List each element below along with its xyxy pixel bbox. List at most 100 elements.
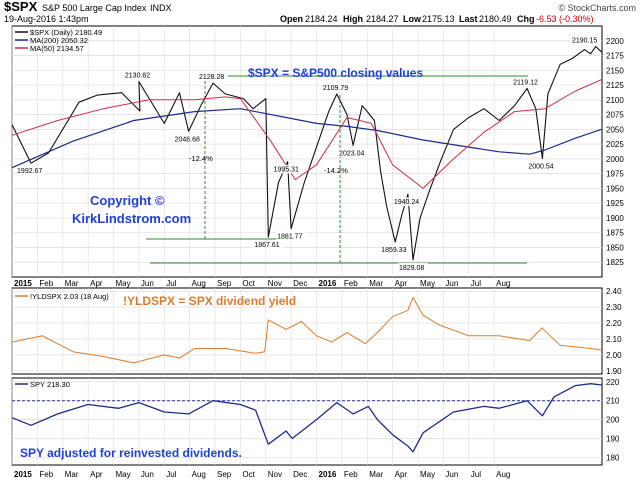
x-tick-label: Oct: [242, 279, 255, 288]
x-tick-label: Mar: [369, 470, 383, 479]
stockcharts-watermark: © StockCharts.com: [558, 3, 636, 13]
y-tick-label: 1950: [606, 184, 624, 193]
x-tick-label: Dec: [293, 279, 307, 288]
price-label-bg: [123, 70, 154, 80]
price-label-bg: [380, 244, 411, 254]
x-tick-label: Dec: [293, 470, 307, 479]
copyright-line-1: Copyright ©: [90, 193, 165, 208]
price-label: 1940.24: [394, 199, 419, 206]
series-line-spy: [11, 383, 603, 453]
y-tick-label: 2.00: [606, 351, 622, 360]
price-label: 1995.31: [274, 167, 299, 174]
series-line-yield: [11, 297, 603, 364]
price-label: 2128.28: [199, 74, 224, 81]
price-label: 2000.54: [528, 164, 553, 171]
price-label-bg: [16, 166, 47, 176]
x-tick-label: Jun: [445, 470, 458, 479]
y-tick-label: 2175: [606, 52, 624, 61]
x-tick-label: 2016: [319, 279, 337, 288]
x-tick-label: 2015: [14, 279, 32, 288]
y-tick-label: 2200: [606, 37, 624, 46]
open-label: Open: [280, 14, 303, 24]
x-tick-label: Apr: [90, 470, 103, 479]
price-label-bg: [272, 164, 303, 174]
x-tick-label: Jul: [471, 470, 481, 479]
y-tick-label: 1875: [606, 229, 624, 238]
chg-value: -6.53 (-0.30%): [536, 14, 594, 24]
y-tick-label: 2050: [606, 125, 624, 134]
drop-label-1: -12.4%: [189, 154, 213, 163]
x-tick-label: Jul: [471, 279, 481, 288]
y-tick-label: 2000: [606, 155, 624, 164]
high-value: 2184.27: [366, 14, 399, 24]
yield-caption: !YLDSPX = SPX dividend yield: [123, 294, 296, 308]
y-tick-label: 2.40: [606, 287, 622, 296]
price-label: 2109.79: [323, 85, 348, 92]
x-tick-label: Aug: [496, 279, 510, 288]
y-tick-label: 2.30: [606, 303, 622, 312]
price-label: 2023.04: [339, 150, 364, 157]
x-tick-label: Aug: [496, 470, 510, 479]
x-tick-label: Apr: [395, 279, 408, 288]
price-label-bg: [321, 83, 352, 93]
y-tick-label: 2100: [606, 96, 624, 105]
y-tick-label: 2.10: [606, 335, 622, 344]
legend-ma200: MA(200) 2050.32: [30, 36, 88, 45]
price-label: 1867.61: [254, 242, 279, 249]
high-label: High: [343, 14, 363, 24]
y-tick-label: 2150: [606, 66, 624, 75]
x-tick-label: Jul: [166, 279, 176, 288]
last-value: 2180.49: [479, 14, 512, 24]
y-tick-label: 1825: [606, 258, 624, 267]
y-tick-label: 1850: [606, 243, 624, 252]
spy-caption: SPY adjusted for reinvested dividends.: [20, 446, 242, 460]
series-line-ma200: [11, 108, 603, 169]
y-tick-label: 2075: [606, 111, 624, 120]
x-tick-label: Aug: [192, 279, 206, 288]
price-label: 2190.15: [572, 38, 597, 45]
x-tick-label: May: [420, 470, 435, 479]
y-tick-label: 210: [606, 397, 620, 406]
legend-yield: !YLDSPX 2.03 (18 Aug): [30, 292, 109, 301]
price-label: 2130.82: [125, 73, 150, 80]
price-label-bg: [512, 77, 543, 87]
legend-price: $SPX (Daily) 2180.49: [30, 28, 102, 37]
x-tick-label: Nov: [268, 470, 282, 479]
last-label: Last: [459, 14, 478, 24]
y-tick-label: 190: [606, 435, 620, 444]
x-tick-label: Mar: [369, 279, 383, 288]
yield-legend: !YLDSPX 2.03 (18 Aug): [15, 292, 109, 301]
copyright-line-2: KirkLindstrom.com: [72, 211, 191, 226]
spx-caption: $SPX = S&P500 closing values: [248, 66, 423, 80]
x-tick-label: Jul: [166, 470, 176, 479]
x-tick-label: Jun: [141, 279, 154, 288]
open-value: 2184.24: [305, 14, 338, 24]
low-label: Low: [403, 14, 422, 24]
x-tick-label: Aug: [192, 470, 206, 479]
price-label-bg: [253, 240, 284, 250]
series-line-price: [11, 46, 603, 261]
x-tick-label: Mar: [65, 279, 79, 288]
x-tick-label: Sep: [217, 279, 232, 288]
x-tick-label: May: [420, 279, 435, 288]
legend-ma50: MA(50) 2134.57: [30, 44, 84, 53]
x-tick-label: May: [116, 470, 131, 479]
x-tick-label: Apr: [395, 470, 408, 479]
drop-label-2: -14.2%: [324, 166, 348, 175]
series-line-ma50: [11, 78, 603, 189]
price-label-bg: [397, 262, 428, 272]
chart-exchange: INDX: [150, 3, 172, 13]
price-legend: $SPX (Daily) 2180.49 MA(200) 2050.32 MA(…: [15, 28, 102, 53]
chart-symbol: $SPX: [4, 0, 38, 14]
x-tick-label: Jun: [141, 470, 154, 479]
price-label: 1881.77: [277, 234, 302, 241]
spy-legend: SPY 218.30: [15, 380, 70, 389]
x-tick-label: Feb: [39, 470, 53, 479]
price-label-bg: [276, 231, 307, 241]
price-label-bg: [173, 134, 204, 144]
x-tick-label: Feb: [344, 470, 358, 479]
series-layer: [11, 46, 603, 453]
y-tick-label: 2025: [606, 140, 624, 149]
